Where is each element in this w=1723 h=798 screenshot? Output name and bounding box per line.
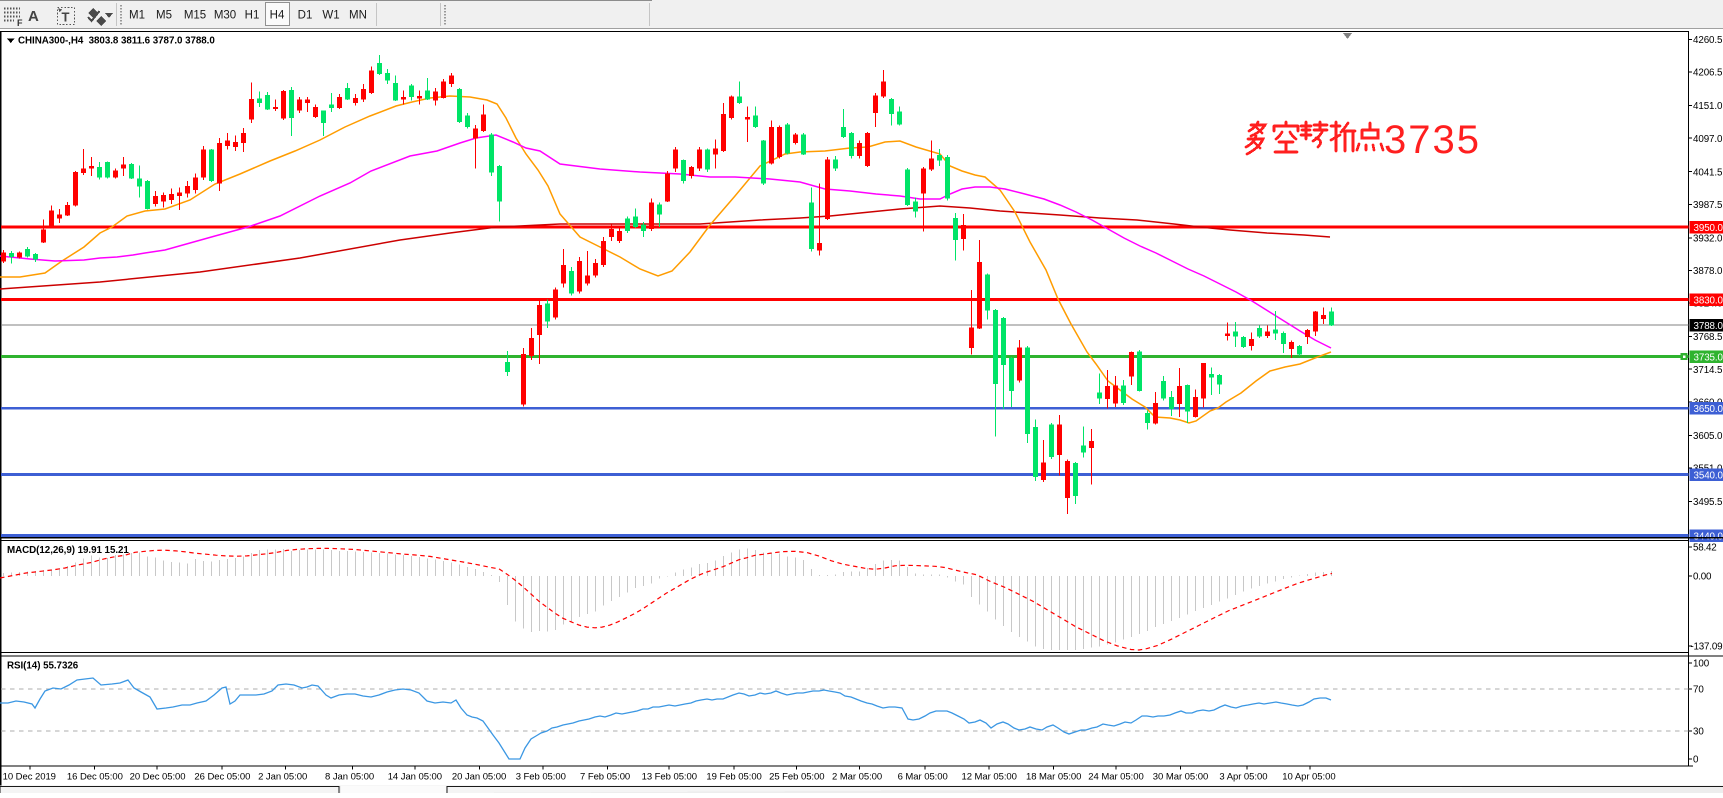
svg-text:H4: H4 (270, 10, 285, 22)
svg-text:H1: H1 (245, 10, 260, 22)
svg-text:30: 30 (1693, 727, 1704, 738)
svg-text:W1: W1 (322, 10, 339, 22)
svg-text:D1: D1 (298, 10, 313, 22)
svg-text:T: T (62, 10, 70, 25)
svg-text:4151.0: 4151.0 (1693, 101, 1723, 112)
svg-text:3878.0: 3878.0 (1693, 266, 1723, 277)
svg-text:3 Feb 05:00: 3 Feb 05:00 (516, 772, 566, 783)
svg-text:19 Feb 05:00: 19 Feb 05:00 (706, 772, 761, 783)
svg-text:3830.0: 3830.0 (1694, 295, 1723, 306)
svg-text:M30: M30 (214, 10, 236, 22)
svg-text:3768.5: 3768.5 (1693, 332, 1723, 343)
svg-text:10 Dec 2019: 10 Dec 2019 (3, 772, 56, 783)
svg-text:MACD(12,26,9) 19.91 15.21: MACD(12,26,9) 19.91 15.21 (7, 545, 129, 556)
svg-text:6 Mar 05:00: 6 Mar 05:00 (898, 772, 948, 783)
svg-text:26 Dec 05:00: 26 Dec 05:00 (194, 772, 250, 783)
svg-text:A: A (28, 8, 39, 25)
svg-text:4206.5: 4206.5 (1693, 68, 1723, 79)
svg-text:13 Feb 05:00: 13 Feb 05:00 (642, 772, 697, 783)
svg-text:3650.0: 3650.0 (1694, 404, 1723, 415)
svg-text:2 Mar 05:00: 2 Mar 05:00 (832, 772, 882, 783)
svg-text:24 Mar 05:00: 24 Mar 05:00 (1088, 772, 1143, 783)
svg-text:16 Dec 05:00: 16 Dec 05:00 (67, 772, 123, 783)
svg-text:58.42: 58.42 (1693, 543, 1717, 554)
svg-text:-137.09: -137.09 (1691, 642, 1723, 653)
svg-text:M15: M15 (184, 10, 206, 22)
svg-text:3932.0: 3932.0 (1693, 234, 1723, 245)
svg-text:F: F (17, 18, 23, 28)
svg-text:30 Mar 05:00: 30 Mar 05:00 (1153, 772, 1208, 783)
svg-text:CHINA300-,H4 3803.8 3811.6 37: CHINA300-,H4 3803.8 3811.6 3787.0 3788.0 (18, 36, 215, 47)
svg-text:20 Jan 05:00: 20 Jan 05:00 (452, 772, 506, 783)
svg-text:70: 70 (1693, 685, 1704, 696)
svg-text:14 Jan 05:00: 14 Jan 05:00 (388, 772, 442, 783)
svg-text:0.00: 0.00 (1693, 572, 1712, 583)
svg-text:3605.0: 3605.0 (1693, 431, 1723, 442)
svg-text:3540.0: 3540.0 (1694, 470, 1723, 481)
svg-text:3 Apr 05:00: 3 Apr 05:00 (1219, 772, 1267, 783)
svg-text:3714.5: 3714.5 (1693, 365, 1723, 376)
svg-text:MN: MN (349, 10, 367, 22)
svg-text:20 Dec 05:00: 20 Dec 05:00 (130, 772, 186, 783)
svg-text:3495.5: 3495.5 (1693, 497, 1723, 508)
svg-text:0: 0 (1693, 755, 1699, 766)
svg-text:12 Mar 05:00: 12 Mar 05:00 (962, 772, 1017, 783)
svg-text:3440.0: 3440.0 (1694, 531, 1723, 542)
svg-text:3950.0: 3950.0 (1694, 223, 1723, 234)
svg-text:RSI(14) 55.7326: RSI(14) 55.7326 (7, 661, 79, 672)
svg-text:7 Feb 05:00: 7 Feb 05:00 (580, 772, 630, 783)
svg-text:10 Apr 05:00: 10 Apr 05:00 (1282, 772, 1335, 783)
svg-text:3788.0: 3788.0 (1694, 321, 1723, 332)
svg-text:2 Jan 05:00: 2 Jan 05:00 (258, 772, 307, 783)
svg-text:100: 100 (1693, 659, 1710, 670)
svg-text:18 Mar 05:00: 18 Mar 05:00 (1026, 772, 1081, 783)
svg-text:M5: M5 (156, 10, 172, 22)
svg-text:M1: M1 (129, 10, 145, 22)
svg-text:3735.0: 3735.0 (1694, 352, 1723, 363)
svg-text:4041.5: 4041.5 (1693, 167, 1723, 178)
svg-text:8 Jan 05:00: 8 Jan 05:00 (325, 772, 374, 783)
svg-text:4097.0: 4097.0 (1693, 134, 1723, 145)
svg-text:4260.5: 4260.5 (1693, 35, 1723, 46)
svg-text:3987.5: 3987.5 (1693, 200, 1723, 211)
svg-text:25 Feb 05:00: 25 Feb 05:00 (769, 772, 824, 783)
